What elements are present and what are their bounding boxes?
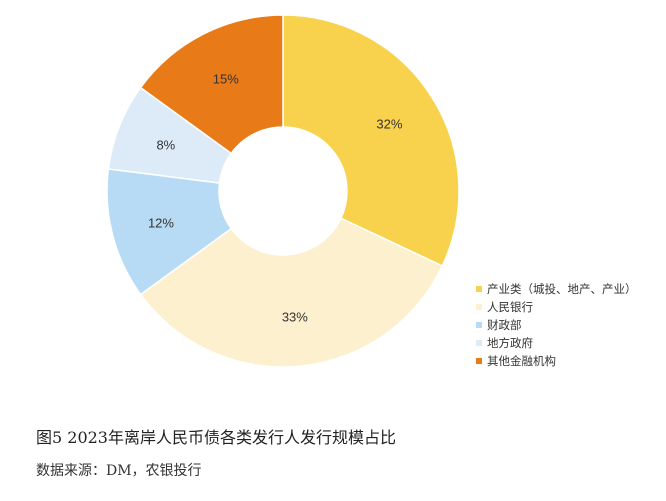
legend-swatch — [476, 304, 482, 310]
legend-item-2: 财政部 — [476, 316, 637, 334]
legend-label: 产业类（城投、地产、产业） — [487, 284, 637, 296]
chart-legend: 产业类（城投、地产、产业） 人民银行财政部地方政府其他金融机构 — [476, 280, 637, 370]
slice-label-1: 33% — [282, 309, 308, 324]
legend-label: 人民银行 — [487, 302, 533, 314]
legend-swatch — [476, 340, 482, 346]
data-source: 数据来源：DM，农银投行 — [36, 463, 202, 479]
legend-swatch — [476, 358, 482, 364]
slice-label-0: 32% — [376, 116, 402, 131]
figure-caption: 图5 2023年离岸人民币债各类发行人发行规模占比 — [36, 428, 396, 447]
slice-2 — [106, 168, 233, 296]
donut-slices — [106, 14, 460, 368]
slice-label-2: 12% — [148, 215, 174, 230]
slice-0 — [282, 14, 460, 267]
slice-label-3: 8% — [156, 138, 175, 153]
legend-label: 财政部 — [487, 320, 522, 332]
legend-item-1: 人民银行 — [476, 298, 637, 316]
legend-swatch — [476, 286, 482, 292]
slice-labels: 32% 33% 12% 8% 15% — [148, 72, 403, 325]
legend-item-4: 其他金融机构 — [476, 352, 637, 370]
legend-label: 其他金融机构 — [487, 356, 556, 368]
legend-item-0: 产业类（城投、地产、产业） — [476, 280, 637, 298]
legend-item-3: 地方政府 — [476, 334, 637, 352]
legend-label: 地方政府 — [487, 338, 533, 350]
donut-chart: 32% 33% 12% 8% 15% — [106, 14, 460, 368]
slice-label-4: 15% — [213, 72, 239, 87]
slice-1 — [139, 217, 444, 368]
legend-swatch — [476, 322, 482, 328]
slice-4 — [139, 14, 284, 155]
